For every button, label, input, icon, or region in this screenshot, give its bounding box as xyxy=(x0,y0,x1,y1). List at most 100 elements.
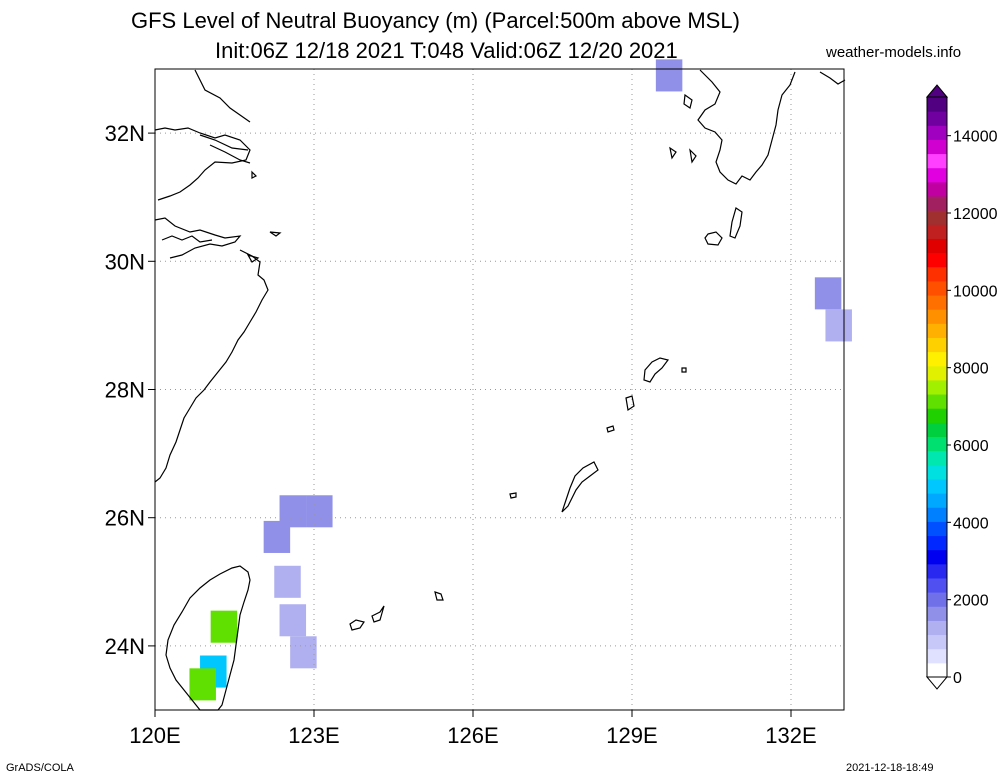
colorbar-segment xyxy=(927,436,947,452)
colorbar-segment xyxy=(927,662,947,678)
y-tick-label: 30N xyxy=(105,249,145,274)
coastline-amami xyxy=(643,357,670,383)
x-tick-label: 129E xyxy=(606,723,657,748)
colorbar-segment xyxy=(927,563,947,579)
colorbar-segment xyxy=(927,111,947,126)
colorbar-segment xyxy=(927,97,947,112)
colorbar-segment xyxy=(927,577,947,593)
x-axis-ticks: 120E 123E 126E 129E 132E xyxy=(129,710,817,748)
colorbar-segment xyxy=(927,153,947,169)
colorbar-label: 10000 xyxy=(953,283,998,300)
y-axis-ticks: 32N 30N 28N 26N 24N xyxy=(105,121,155,659)
colorbar-segment xyxy=(927,606,947,621)
coastline-kume xyxy=(509,492,517,499)
colorbar-max-arrow xyxy=(925,84,949,98)
coastline-goto xyxy=(669,93,697,164)
colorbar-segment xyxy=(927,549,947,565)
coastline-shikoku xyxy=(819,71,846,85)
colorbar-segment xyxy=(927,139,947,155)
x-tick-label: 126E xyxy=(447,723,498,748)
colorbar-segment xyxy=(927,167,947,183)
data-cell xyxy=(263,520,291,553)
colorbar-segment xyxy=(927,323,947,338)
data-cell xyxy=(279,604,307,637)
colorbar-segment xyxy=(927,196,947,211)
colorbar-segment xyxy=(927,478,947,494)
colorbar-label: 0 xyxy=(953,670,962,687)
chart-title-line1: GFS Level of Neutral Buoyancy (m) (Parce… xyxy=(131,8,740,33)
coastline-islets-east-china xyxy=(246,170,282,263)
coastline-miyako xyxy=(434,591,444,601)
coastline-daito xyxy=(681,367,687,373)
data-cells-layer xyxy=(189,59,852,701)
colorbar-segment xyxy=(927,210,947,225)
colorbar-segment xyxy=(927,365,947,381)
colorbar: 0 2000 4000 6000 8000 10000 12000 14000 xyxy=(925,84,998,690)
data-cell xyxy=(274,565,301,598)
coastline-okinoerabu xyxy=(606,425,615,433)
colorbar-segment xyxy=(927,422,947,438)
colorbar-segment xyxy=(927,507,947,522)
colorbar-segment xyxy=(927,351,947,367)
coastline-ishigaki xyxy=(349,605,385,631)
colorbar-segment xyxy=(927,125,947,140)
colorbar-segment xyxy=(927,592,947,607)
colorbar-segment xyxy=(927,521,947,537)
footer-timestamp: 2021-12-18-18:49 xyxy=(846,762,934,774)
colorbar-segment xyxy=(927,266,947,282)
data-cell xyxy=(306,495,333,528)
colorbar-label: 8000 xyxy=(953,361,989,378)
footer-software-label: GrADS/COLA xyxy=(6,762,74,774)
x-tick-label: 120E xyxy=(129,723,180,748)
colorbar-segment xyxy=(927,450,947,466)
data-cell xyxy=(210,610,238,643)
colorbar-segment xyxy=(927,252,947,268)
colorbar-segment xyxy=(927,620,947,636)
coastline-tanegashima xyxy=(729,207,743,239)
colorbar-segment xyxy=(927,464,947,480)
colorbar-segment xyxy=(927,648,947,664)
colorbar-segment xyxy=(927,408,947,423)
colorbar-segment xyxy=(927,295,947,310)
colorbar-segments xyxy=(927,97,947,678)
data-cell xyxy=(814,277,842,310)
colorbar-segment xyxy=(927,337,947,353)
coastline-okinawa xyxy=(561,461,599,513)
y-tick-label: 26N xyxy=(105,506,145,531)
y-tick-label: 32N xyxy=(105,121,145,146)
x-tick-label: 132E xyxy=(765,723,816,748)
colorbar-label: 4000 xyxy=(953,515,989,532)
colorbar-label: 14000 xyxy=(953,129,998,146)
coastlines xyxy=(154,69,846,711)
colorbar-frame xyxy=(926,96,948,678)
data-cell xyxy=(290,636,317,669)
colorbar-segment xyxy=(927,493,947,508)
y-tick-label: 24N xyxy=(105,634,145,659)
colorbar-segment xyxy=(927,535,947,551)
colorbar-segment xyxy=(927,280,947,296)
colorbar-segment xyxy=(927,181,947,197)
coastline-yangtze xyxy=(199,134,251,164)
data-cell xyxy=(825,309,852,342)
coastline-yakushima xyxy=(704,231,723,246)
colorbar-min-arrow xyxy=(925,676,949,690)
coastline-china xyxy=(154,127,269,483)
colorbar-segment xyxy=(927,379,947,395)
x-tick-label: 123E xyxy=(288,723,339,748)
source-label: weather-models.info xyxy=(826,44,962,61)
colorbar-segment xyxy=(927,238,947,254)
gridlines xyxy=(154,69,844,710)
colorbar-segment xyxy=(927,394,947,409)
colorbar-label: 6000 xyxy=(953,438,989,455)
data-cell xyxy=(189,668,216,701)
colorbar-label: 2000 xyxy=(953,593,989,610)
coastline-shandong xyxy=(194,69,251,123)
coastline-kyushu xyxy=(697,69,796,185)
colorbar-segment xyxy=(927,224,947,239)
chart-title-line2: Init:06Z 12/18 2021 T:048 Valid:06Z 12/2… xyxy=(215,38,678,63)
colorbar-labels: 0 2000 4000 6000 8000 10000 12000 14000 xyxy=(947,129,998,687)
colorbar-segment xyxy=(927,634,947,650)
y-tick-label: 28N xyxy=(105,378,145,403)
colorbar-segment xyxy=(927,309,947,324)
